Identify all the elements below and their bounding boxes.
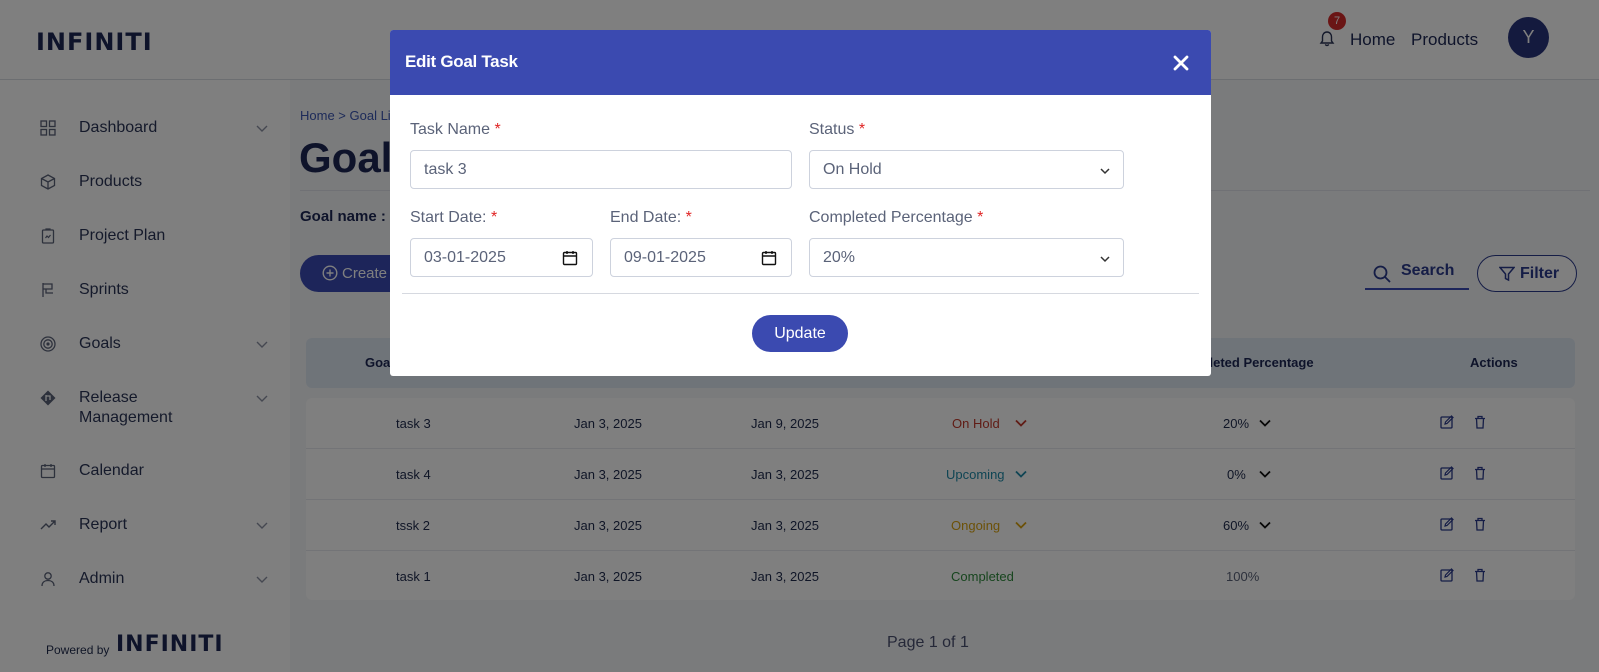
task-name-value: task 3 <box>424 161 467 178</box>
edit-goal-task-modal: Edit Goal Task Task Name * task 3 Status… <box>390 30 1211 376</box>
start-date-value: 03-01-2025 <box>424 249 506 266</box>
start-date-field[interactable]: 03-01-2025 <box>410 238 593 277</box>
calendar-icon[interactable] <box>761 250 777 266</box>
end-date-value: 09-01-2025 <box>624 249 706 266</box>
chevron-down-icon <box>1100 168 1110 175</box>
modal-header: Edit Goal Task <box>390 30 1211 95</box>
task-name-label: Task Name * <box>410 121 501 138</box>
status-select[interactable]: On Hold <box>809 150 1124 189</box>
update-button[interactable]: Update <box>752 315 848 352</box>
chevron-down-icon <box>1100 256 1110 263</box>
close-icon[interactable] <box>1170 52 1192 74</box>
end-date-label: End Date: * <box>610 209 692 226</box>
completed-percentage-select[interactable]: 20% <box>809 238 1124 277</box>
modal-title: Edit Goal Task <box>405 52 518 71</box>
completed-percentage-label: Completed Percentage * <box>809 209 984 226</box>
status-label: Status * <box>809 121 866 138</box>
task-name-field[interactable]: task 3 <box>410 150 792 189</box>
calendar-icon[interactable] <box>562 250 578 266</box>
end-date-field[interactable]: 09-01-2025 <box>610 238 792 277</box>
start-date-label: Start Date: * <box>410 209 498 226</box>
divider <box>402 293 1199 294</box>
status-value: On Hold <box>823 161 882 178</box>
completed-percentage-value: 20% <box>823 249 856 266</box>
